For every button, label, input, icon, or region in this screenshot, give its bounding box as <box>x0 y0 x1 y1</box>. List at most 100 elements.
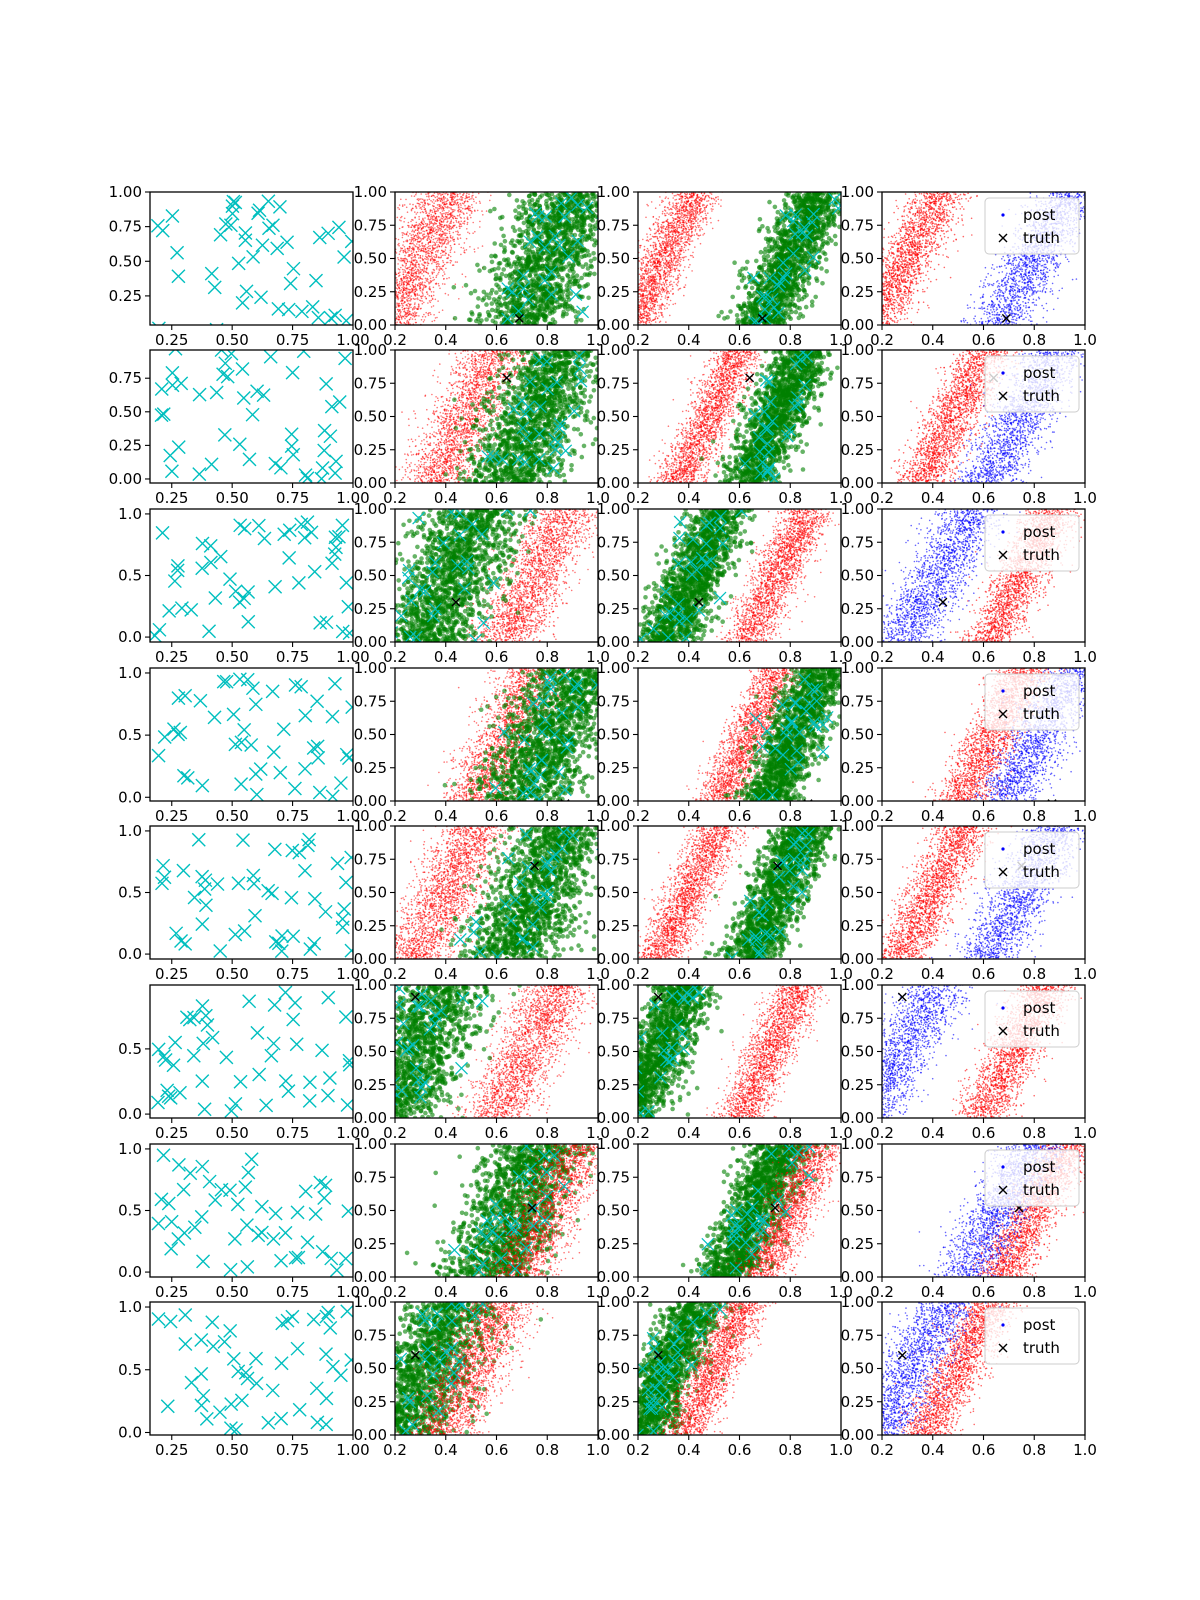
red-point <box>672 233 674 235</box>
red-point <box>400 247 402 249</box>
red-point <box>409 203 411 205</box>
green-point <box>558 192 563 197</box>
red-point <box>672 206 674 208</box>
red-point <box>647 294 649 296</box>
red-point <box>421 232 423 234</box>
red-point <box>654 260 656 262</box>
red-point <box>433 279 435 281</box>
red-point <box>434 227 436 229</box>
red-point <box>399 253 401 255</box>
red-point <box>466 195 468 197</box>
red-point <box>421 208 423 210</box>
red-point <box>451 237 453 239</box>
red-point <box>410 286 412 288</box>
red-point <box>426 251 428 253</box>
green-point <box>592 272 597 277</box>
red-point <box>482 214 484 216</box>
red-point <box>704 207 706 209</box>
red-point <box>433 287 435 289</box>
red-point <box>662 259 664 261</box>
red-point <box>661 248 663 250</box>
red-point <box>427 272 429 274</box>
red-point <box>418 306 420 308</box>
red-point <box>460 221 462 223</box>
red-point <box>447 214 449 216</box>
red-point <box>419 300 421 302</box>
red-point <box>720 199 722 201</box>
red-point <box>438 272 440 274</box>
red-point <box>447 212 449 214</box>
red-point <box>666 265 668 267</box>
red-point <box>659 204 661 206</box>
red-point <box>464 220 466 222</box>
red-point <box>435 254 437 256</box>
red-point <box>429 251 431 253</box>
red-point <box>678 280 680 282</box>
red-point <box>688 259 690 261</box>
red-point <box>653 281 655 283</box>
red-point <box>412 260 414 262</box>
red-point <box>649 300 651 302</box>
red-point <box>414 237 416 239</box>
red-point <box>669 250 671 252</box>
red-point <box>417 248 419 250</box>
red-point <box>649 260 651 262</box>
red-point <box>686 241 688 243</box>
red-point <box>427 279 429 281</box>
red-point <box>446 198 448 200</box>
red-point <box>676 284 678 286</box>
red-point <box>444 254 446 256</box>
red-point <box>422 248 424 250</box>
red-point <box>680 264 682 266</box>
red-point <box>456 227 458 229</box>
green-point <box>504 274 509 279</box>
red-point <box>678 243 680 245</box>
red-point <box>405 304 407 306</box>
red-point <box>685 236 687 238</box>
red-point <box>660 283 662 285</box>
red-point <box>415 319 417 321</box>
red-point <box>657 238 659 240</box>
red-point <box>451 226 453 228</box>
red-point <box>408 298 410 300</box>
red-point <box>702 219 704 221</box>
sample-point <box>345 235 358 248</box>
green-point <box>513 208 518 213</box>
red-point <box>423 321 425 323</box>
red-point <box>665 282 667 284</box>
red-point <box>679 263 681 265</box>
green-point <box>593 238 598 243</box>
green-point <box>546 259 551 264</box>
red-point <box>652 263 654 265</box>
red-point <box>407 320 409 322</box>
red-point <box>653 308 655 310</box>
green-point <box>495 302 500 307</box>
red-point <box>423 212 425 214</box>
red-point <box>450 262 452 264</box>
red-point <box>671 275 673 277</box>
red-point <box>640 313 642 315</box>
red-point <box>457 194 459 196</box>
red-point <box>695 199 697 201</box>
red-point <box>434 222 436 224</box>
red-point <box>651 289 653 291</box>
red-point <box>432 273 434 275</box>
red-point <box>414 245 416 247</box>
red-point <box>400 249 402 251</box>
red-point <box>413 273 415 275</box>
red-point <box>686 225 688 227</box>
red-point <box>471 195 473 197</box>
red-point <box>683 242 685 244</box>
red-point <box>434 261 436 263</box>
red-point <box>661 267 663 269</box>
red-point <box>685 216 687 218</box>
x-tick-label: 0.75 <box>276 331 309 349</box>
red-point <box>419 277 421 279</box>
red-point <box>433 239 435 241</box>
red-point <box>656 290 658 292</box>
red-point <box>399 321 401 323</box>
cyan-marker <box>616 201 628 213</box>
red-point <box>459 198 461 200</box>
red-point <box>431 229 433 231</box>
red-point <box>655 287 657 289</box>
